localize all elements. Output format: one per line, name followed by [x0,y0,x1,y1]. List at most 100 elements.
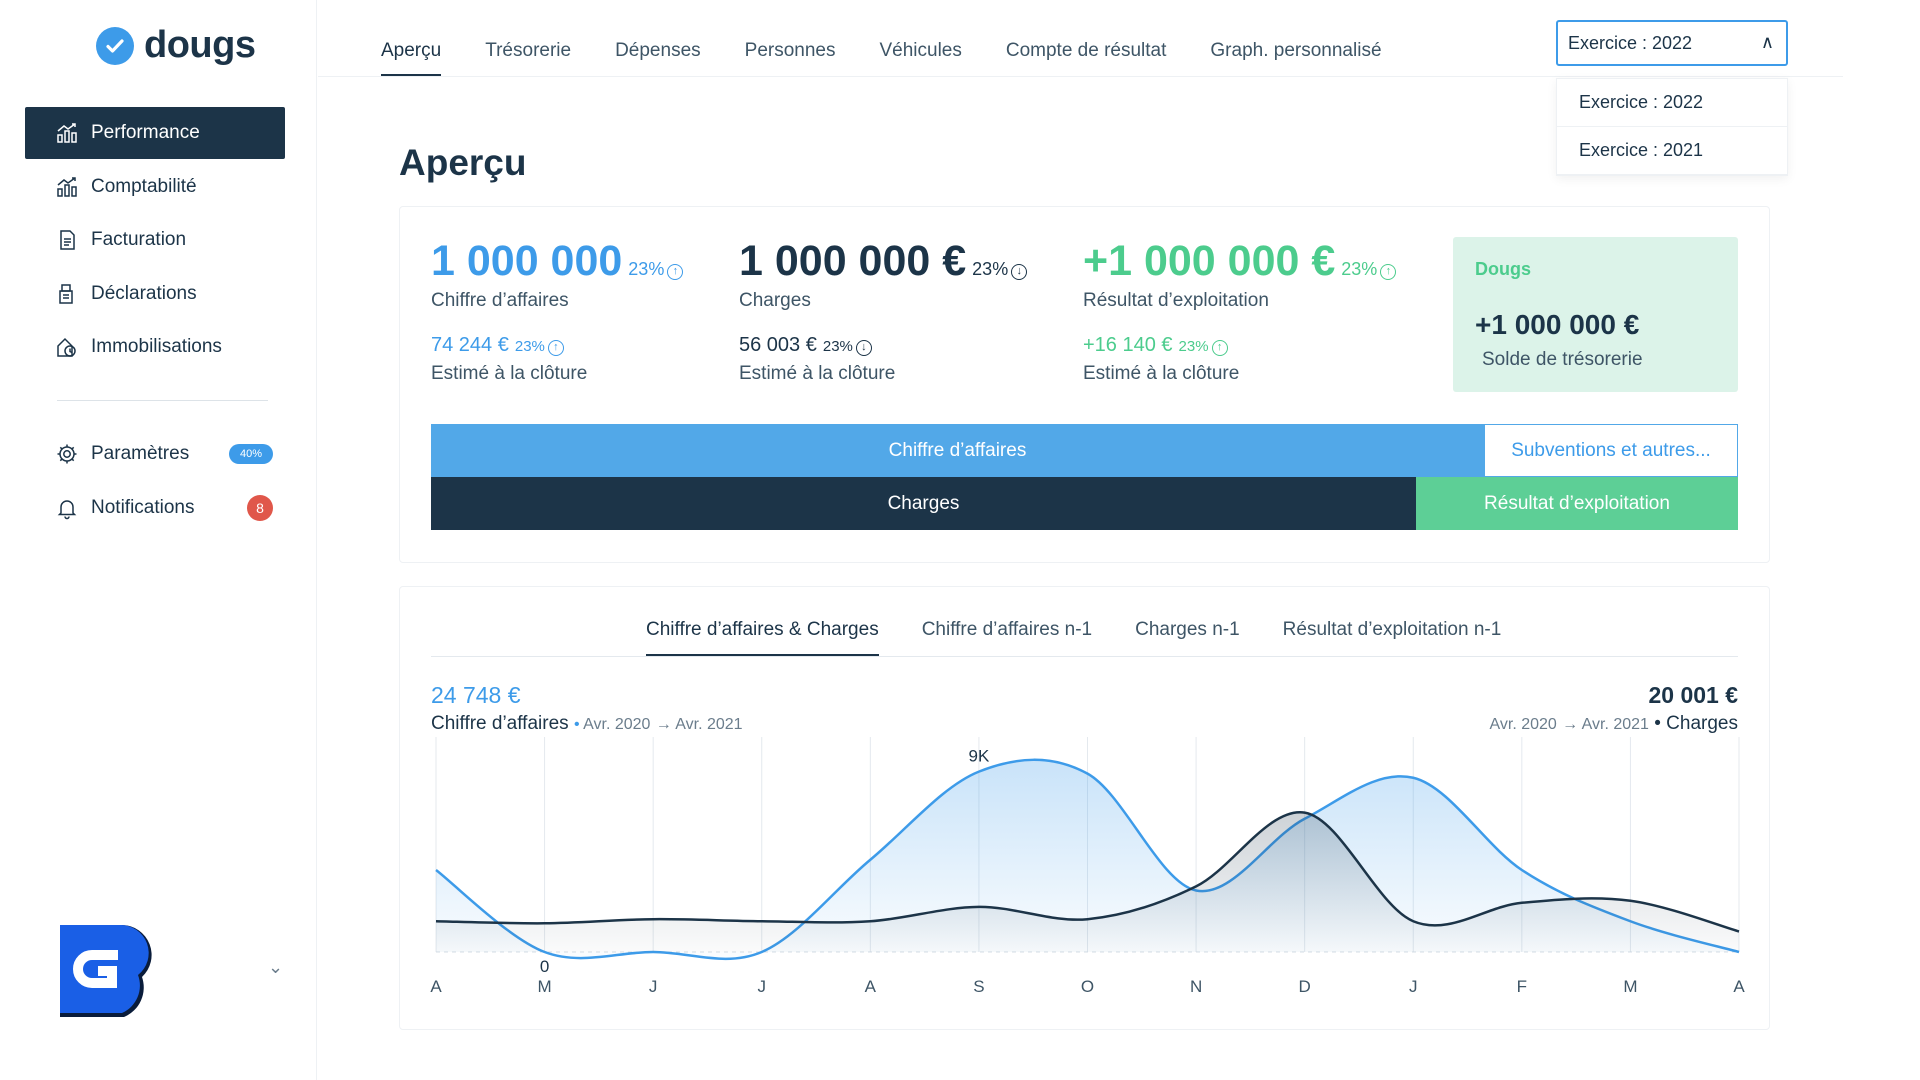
fiscal-year-select[interactable]: Exercice : 2022 ∧ [1556,20,1788,66]
fiscal-year-option[interactable]: Exercice : 2021 [1557,127,1787,175]
arrow-up-circle-icon: ↑ [547,340,564,356]
result-segment[interactable]: Résultat d’exploitation [1416,477,1738,530]
chart-icon [57,123,77,143]
kpi-pct: 23% ↑ [628,259,684,280]
sidebar-item-performance[interactable]: Performance [25,107,285,159]
sidebar-item-declarations[interactable]: Déclarations [25,268,285,320]
top-nav: Aperçu Trésorerie Dépenses Personnes Véh… [318,0,1843,77]
kpi-sub-amount: 56 003 € [739,334,817,356]
grants-segment[interactable]: Subventions et autres... [1484,424,1738,477]
tab-vehicules[interactable]: Véhicules [879,40,962,61]
kpi-sub: +16 140 € 23% ↑ [1083,334,1396,357]
kpi-sub-amount: 74 244 € [431,334,509,356]
sidebar-item-label: Paramètres [91,443,190,464]
settings-progress-badge: 40% [228,444,273,464]
kpi-sub-pct-value: 23% [822,338,853,355]
treasury-card[interactable]: Dougs +1 000 000 € Solde de trésorerie [1453,237,1738,392]
revenue-total: 24 748 € [431,682,521,708]
chart-tab-result-n1[interactable]: Résultat d’exploitation n-1 [1282,619,1502,640]
kpi-sub-label: Estimé à la clôture [739,363,896,384]
charges-period-from: Avr. 2020 [1489,716,1557,733]
chevron-down-icon[interactable]: ⌄ [268,957,284,977]
kpi-amount: +1 000 000 € [1083,237,1336,285]
kpi-sub-pct: 23% ↑ [515,338,564,356]
data-label: 9K [969,747,990,766]
charges-segment[interactable]: Charges [431,477,1416,530]
x-tick-label: O [1081,977,1094,996]
charges-period-to: Avr. 2021 [1581,716,1649,733]
sidebar-item-notifications[interactable]: Notifications 8 [25,482,285,534]
kpi-sub-label: Estimé à la clôture [431,363,588,384]
revenue-period-from: Avr. 2020 [583,716,651,733]
kpi-label: Charges [739,290,811,311]
kpi-sub-label: Estimé à la clôture [1083,363,1240,384]
x-tick-label: A [865,977,877,996]
fiscal-year-menu: Exercice : 2022 Exercice : 2021 [1556,78,1788,176]
overview-card: 1 000 000 23% ↑ Chiffre d’affaires 74 244 … [399,206,1770,563]
chart-tab-charges-n1[interactable]: Charges n-1 [1135,619,1240,640]
revenue-area [436,759,1739,959]
revenue-legend-label: Chiffre d’affaires [431,713,569,734]
chart-tabs: Chiffre d’affaires & Charges Chiffre d’a… [431,619,1738,657]
bullet-icon: • [1654,713,1667,734]
charges-legend: Avr. 2020 → Avr. 2021 • Charges [1489,713,1738,735]
arrow-right-icon: → [655,716,676,733]
sidebar-item-facturation[interactable]: Facturation [25,214,285,266]
kpi-value: +1 000 000 €23% ↑ [1083,237,1397,286]
kpi-sub: 74 244 € 23% ↑ [431,334,683,357]
fiscal-year-option[interactable]: Exercice : 2022 [1557,79,1787,127]
chart-card: Chiffre d’affaires & Charges Chiffre d’a… [399,586,1770,1030]
x-tick-label: J [1409,977,1418,996]
charges-legend-label: Charges [1666,713,1738,734]
notifications-count-badge: 8 [247,494,273,521]
tab-tresorerie[interactable]: Trésorerie [485,40,572,61]
revenue-segment[interactable]: Chiffre d’affaires [431,424,1484,477]
tab-compte-de-resultat[interactable]: Compte de résultat [1005,40,1167,61]
tab-apercu[interactable]: Aperçu [381,40,442,76]
charges-line [435,811,1740,933]
company-avatar[interactable] [60,924,160,1017]
sidebar-item-label: Déclarations [91,282,197,304]
kpi-sub-pct: 23% ↑ [1179,338,1228,356]
chart-tab-revenue-n1[interactable]: Chiffre d’affaires n-1 [921,619,1093,640]
logo[interactable]: dougs [96,24,256,67]
chart-tab-revenue-charges[interactable]: Chiffre d’affaires & Charges [646,619,879,656]
kpi-amount: 1 000 000 [431,237,623,285]
sidebar-item-parametres[interactable]: Paramètres 40% [25,428,285,480]
chart-icon [57,176,77,197]
bell-icon [57,499,77,519]
sidebar-item-comptabilite[interactable]: Comptabilité [25,161,285,213]
check-logo-icon [96,26,134,65]
arrow-up-circle-icon: ↑ [1211,340,1228,356]
x-tick-label: J [649,977,658,996]
kpi-value: 1 000 000 €23% ↓ [739,237,1028,286]
logo-text: dougs [144,24,256,66]
tab-depenses[interactable]: Dépenses [615,40,701,61]
sidebar-item-label: Performance [91,122,200,143]
sidebar-item-immobilisations[interactable]: Immobilisations [25,321,285,373]
revenue-legend: Chiffre d’affaires • Avr. 2020 → Avr. 20… [431,713,743,735]
document-icon [60,230,75,250]
revenue-breakdown-bar: Chiffre d’affaires Subventions et autres… [431,424,1738,477]
section-tabs: Aperçu Trésorerie Dépenses Personnes Véh… [381,40,1382,76]
charges-area [436,812,1739,952]
x-tick-label: M [1623,977,1637,996]
revenue-charges-chart[interactable]: 0 9K A M J J A S O N D J F M A [400,587,1771,1031]
kpi-charges: 1 000 000 €23% ↓ Charges 56 003 € 23% ↓ Est… [739,237,1028,385]
kpi-result: +1 000 000 €23% ↑ Résultat d’exploitation… [1083,237,1397,385]
sidebar: dougs Performance Comptabilité Facturati… [0,0,317,1080]
data-label: 0 [540,957,549,976]
tab-personnes[interactable]: Personnes [744,40,836,61]
arrow-right-icon: → [1562,716,1582,733]
company-logo-icon [60,924,152,1017]
tab-graph-personnalise[interactable]: Graph. personnalisé [1210,40,1382,61]
x-tick-label: S [973,977,984,996]
sidebar-divider [57,400,268,401]
chevron-up-icon: ∧ [1760,32,1774,52]
sidebar-secondary-nav: Paramètres 40% Notifications 8 [25,428,285,535]
revenue-line [435,758,1740,961]
kpi-label: Chiffre d’affaires [431,290,569,311]
kpi-pct-value: 23% [628,259,665,279]
arrow-down-circle-icon: ↓ [1011,264,1028,280]
x-tick-label: A [1733,977,1745,996]
